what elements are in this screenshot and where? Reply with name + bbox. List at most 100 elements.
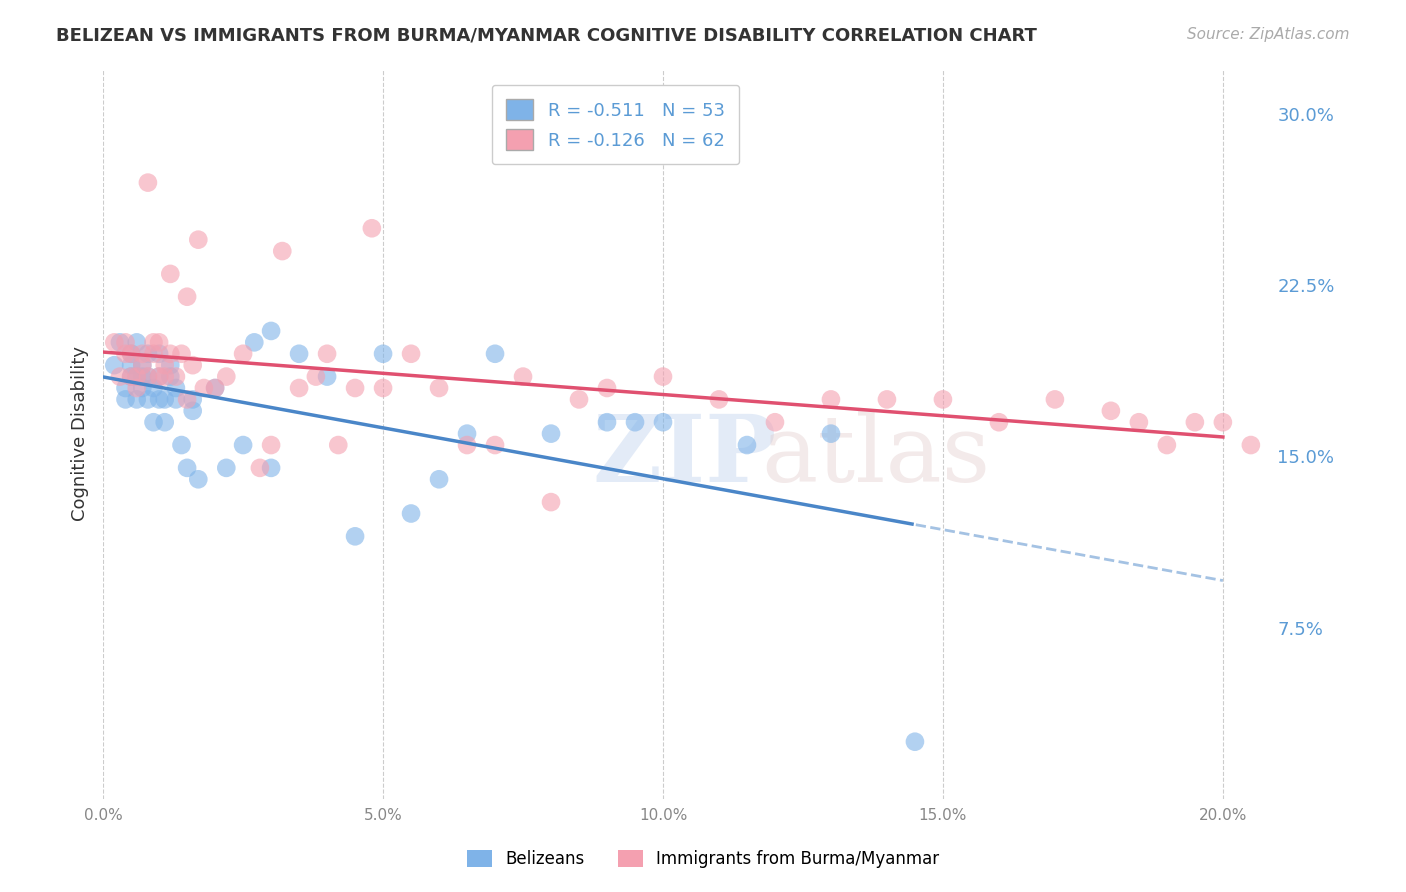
Point: [181, 392, 204, 407]
Point: [652, 369, 675, 384]
Point: [484, 438, 506, 452]
Point: [249, 461, 271, 475]
Point: [987, 415, 1010, 429]
Point: [215, 369, 238, 384]
Point: [131, 358, 153, 372]
Legend: R = -0.511   N = 53, R = -0.126   N = 62: R = -0.511 N = 53, R = -0.126 N = 62: [492, 85, 740, 164]
Point: [148, 392, 170, 407]
Point: [176, 290, 198, 304]
Point: [181, 404, 204, 418]
Point: [305, 369, 328, 384]
Point: [131, 369, 153, 384]
Point: [371, 347, 394, 361]
Point: [170, 347, 193, 361]
Point: [1156, 438, 1178, 452]
Point: [131, 347, 153, 361]
Point: [103, 335, 125, 350]
Point: [159, 347, 181, 361]
Point: [108, 369, 131, 384]
Point: [159, 267, 181, 281]
Point: [512, 369, 534, 384]
Legend: Belizeans, Immigrants from Burma/Myanmar: Belizeans, Immigrants from Burma/Myanmar: [460, 843, 946, 875]
Point: [540, 495, 562, 509]
Point: [142, 335, 165, 350]
Point: [456, 426, 478, 441]
Text: BELIZEAN VS IMMIGRANTS FROM BURMA/MYANMAR COGNITIVE DISABILITY CORRELATION CHART: BELIZEAN VS IMMIGRANTS FROM BURMA/MYANMA…: [56, 27, 1038, 45]
Point: [114, 347, 136, 361]
Point: [260, 324, 283, 338]
Point: [360, 221, 382, 235]
Point: [170, 438, 193, 452]
Point: [142, 381, 165, 395]
Point: [344, 381, 367, 395]
Point: [120, 369, 142, 384]
Point: [125, 369, 148, 384]
Point: [103, 358, 125, 372]
Point: [131, 381, 153, 395]
Point: [1212, 415, 1234, 429]
Point: [114, 392, 136, 407]
Point: [288, 347, 311, 361]
Point: [568, 392, 591, 407]
Point: [707, 392, 730, 407]
Y-axis label: Cognitive Disability: Cognitive Disability: [72, 346, 89, 521]
Point: [427, 472, 450, 486]
Point: [125, 392, 148, 407]
Point: [148, 369, 170, 384]
Point: [120, 358, 142, 372]
Point: [232, 438, 254, 452]
Point: [288, 381, 311, 395]
Point: [193, 381, 215, 395]
Point: [187, 472, 209, 486]
Point: [456, 438, 478, 452]
Point: [1128, 415, 1150, 429]
Text: Source: ZipAtlas.com: Source: ZipAtlas.com: [1187, 27, 1350, 42]
Point: [159, 369, 181, 384]
Point: [142, 415, 165, 429]
Point: [260, 438, 283, 452]
Point: [187, 233, 209, 247]
Point: [204, 381, 226, 395]
Point: [114, 381, 136, 395]
Point: [344, 529, 367, 543]
Point: [624, 415, 647, 429]
Point: [125, 335, 148, 350]
Point: [1184, 415, 1206, 429]
Point: [271, 244, 294, 258]
Point: [1240, 438, 1263, 452]
Point: [148, 335, 170, 350]
Point: [820, 426, 842, 441]
Point: [316, 369, 339, 384]
Point: [165, 381, 187, 395]
Point: [215, 461, 238, 475]
Point: [142, 347, 165, 361]
Point: [136, 392, 159, 407]
Point: [153, 392, 176, 407]
Point: [136, 347, 159, 361]
Point: [540, 426, 562, 441]
Point: [1099, 404, 1122, 418]
Point: [904, 735, 927, 749]
Point: [328, 438, 350, 452]
Text: ZIP: ZIP: [592, 410, 776, 500]
Point: [136, 369, 159, 384]
Point: [176, 392, 198, 407]
Point: [125, 369, 148, 384]
Point: [652, 415, 675, 429]
Point: [120, 369, 142, 384]
Point: [876, 392, 898, 407]
Point: [159, 358, 181, 372]
Point: [120, 347, 142, 361]
Point: [148, 347, 170, 361]
Point: [484, 347, 506, 361]
Point: [120, 347, 142, 361]
Point: [232, 347, 254, 361]
Point: [371, 381, 394, 395]
Point: [153, 369, 176, 384]
Point: [316, 347, 339, 361]
Point: [148, 369, 170, 384]
Point: [165, 392, 187, 407]
Point: [108, 335, 131, 350]
Point: [427, 381, 450, 395]
Point: [399, 347, 422, 361]
